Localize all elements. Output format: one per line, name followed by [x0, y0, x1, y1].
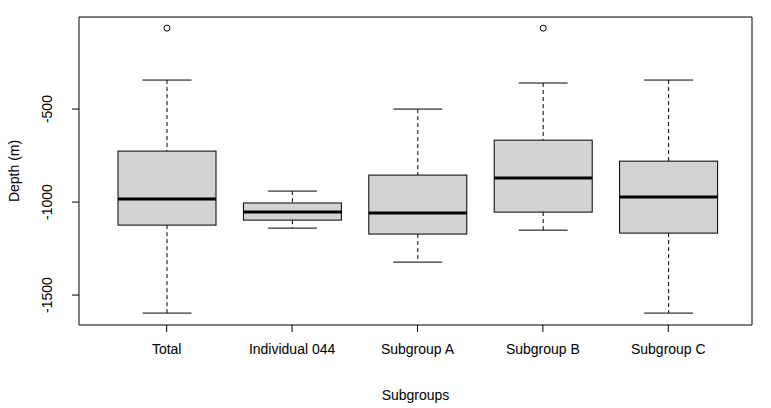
svg-text:Subgroup B: Subgroup B: [506, 341, 580, 357]
svg-text:-1000: -1000: [39, 184, 55, 220]
svg-text:-500: -500: [39, 95, 55, 123]
svg-text:Depth (m): Depth (m): [8, 140, 22, 202]
svg-text:-1500: -1500: [39, 277, 55, 313]
svg-text:Subgroups: Subgroups: [382, 387, 450, 403]
svg-text:Total: Total: [152, 341, 182, 357]
svg-text:Subgroup A: Subgroup A: [381, 341, 455, 357]
svg-text:Individual 044: Individual 044: [249, 341, 336, 357]
svg-text:Subgroup C: Subgroup C: [631, 341, 706, 357]
